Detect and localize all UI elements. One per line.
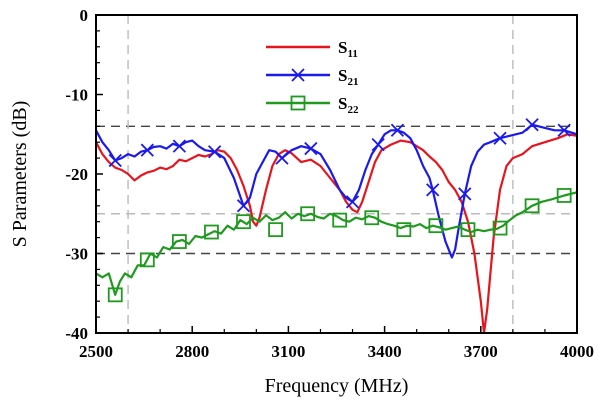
series-marker-s21: [390, 123, 405, 137]
series-marker-s22: [492, 220, 508, 236]
series-line-s11: [95, 133, 578, 335]
series-marker-s22: [300, 206, 316, 222]
series-marker-s21: [458, 187, 472, 201]
series-marker-s22: [332, 212, 348, 228]
series-marker-s21: [140, 143, 154, 157]
series-marker-s21: [208, 145, 222, 159]
series-marker-s22: [396, 222, 412, 238]
series-marker-s21: [371, 137, 385, 152]
series-marker-s22: [364, 210, 380, 226]
series-line-s21: [95, 123, 578, 259]
series-marker-s21: [426, 183, 440, 197]
series-marker-s22: [204, 224, 219, 240]
y-tick-label: -40: [65, 324, 88, 343]
series-layer: [95, 123, 578, 335]
axis-ticks: [95, 14, 578, 334]
series-marker-s21: [557, 123, 571, 137]
series-marker-s21: [493, 131, 507, 145]
markers-layer: [107, 118, 572, 303]
y-tick-label: 0: [80, 6, 89, 25]
series-marker-s22: [268, 222, 283, 238]
legend-label-s21: S21: [338, 66, 358, 88]
legend-marker-s21: [291, 68, 305, 82]
series-marker-s21: [525, 118, 539, 132]
x-tick-label: 3100: [271, 342, 305, 361]
series-marker-s22: [171, 234, 187, 249]
series-marker-s21: [108, 153, 122, 168]
series-marker-s22: [524, 198, 540, 214]
series-marker-s22: [428, 218, 444, 234]
legend-label-s11: S11: [338, 38, 358, 60]
series-marker-s21: [345, 195, 360, 209]
legend: S11 S21 S22: [266, 38, 359, 116]
x-tick-label: 3400: [368, 342, 402, 361]
x-tick-label: 2500: [79, 342, 113, 361]
y-tick-label: -10: [65, 86, 88, 105]
legend-label-s22: S22: [338, 94, 359, 116]
x-tick-label: 2800: [175, 342, 209, 361]
y-tick-label: -20: [65, 165, 88, 184]
y-tick-label: -30: [65, 245, 88, 264]
x-tick-labels: 2500 2800 3100 3400 3700 4000: [79, 342, 594, 361]
series-marker-s22: [556, 188, 572, 203]
series-marker-s22: [236, 214, 251, 230]
x-tick-label: 3700: [464, 342, 498, 361]
series-marker-s21: [172, 139, 187, 153]
series-marker-s21: [275, 151, 289, 165]
x-axis-title: Frequency (MHz): [265, 375, 409, 397]
series-marker-s21: [304, 141, 318, 156]
x-tick-label: 4000: [560, 342, 594, 361]
y-axis-title: S Parameters (dB): [9, 101, 31, 248]
series-marker-s21: [236, 199, 251, 213]
series-line-s22: [95, 191, 578, 296]
series-marker-s22: [107, 287, 123, 303]
y-tick-labels: 0 -10 -20 -30 -40: [65, 6, 88, 343]
series-marker-s22: [460, 222, 476, 238]
series-marker-s22: [139, 252, 155, 268]
legend-marker-s22: [290, 95, 306, 111]
